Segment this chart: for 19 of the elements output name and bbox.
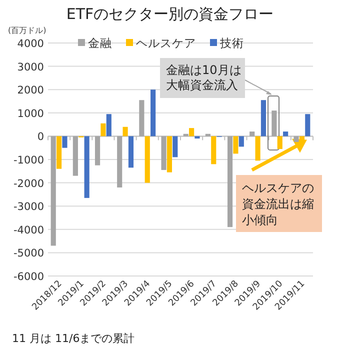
y-tick-label: 3000	[17, 61, 44, 74]
y-tick-label: -4000	[13, 224, 44, 236]
legend-label: ヘルスケア	[136, 36, 196, 50]
y-axis-title: (百万ドル)	[8, 26, 46, 35]
y-tick-label: 4000	[17, 38, 44, 50]
y-tick-label: -1000	[13, 154, 44, 166]
legend-label: 金融	[88, 36, 112, 50]
legend-label: 技術	[219, 36, 244, 50]
y-tick-label: -6000	[13, 271, 44, 283]
y-tick-label: -2000	[13, 178, 44, 190]
y-tick-label: -5000	[13, 248, 44, 260]
text: 11 月は 11/6までの累計	[12, 332, 135, 345]
annotation: 金融は10月は大幅資金流入	[166, 63, 242, 92]
y-tick-label: 1000	[17, 108, 44, 120]
annotation: ヘルスケアの資金流出は縮小傾向	[242, 181, 314, 227]
y-tick-label: -3000	[13, 201, 44, 214]
chart-title: ETFのセクター別の資金フロー	[66, 5, 274, 23]
y-tick-label: 0	[37, 131, 44, 144]
y-tick-label: 2000	[17, 84, 44, 97]
